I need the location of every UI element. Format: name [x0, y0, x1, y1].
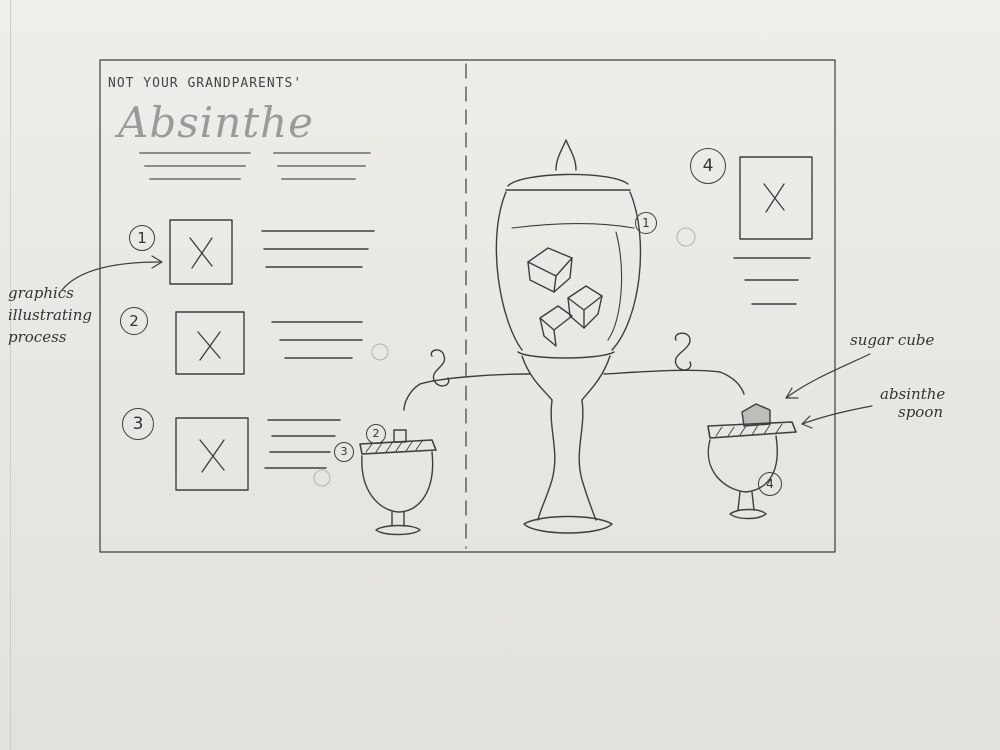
left-glass-step-2: 2: [366, 424, 386, 444]
step-4-text-lines: [733, 257, 811, 305]
right-glass-step-4: 4: [758, 472, 782, 496]
spoon-arrow: [801, 405, 873, 425]
paper-edge: [10, 0, 11, 750]
step-1-number: 1: [129, 225, 155, 251]
left-glass: [359, 429, 437, 536]
left-glass-step-3: 3: [334, 442, 354, 462]
sugar-cube-callout: sugar cube: [850, 331, 935, 349]
spoon-callout-line2: spoon: [898, 403, 944, 421]
spoon-callout-line1: absinthe: [880, 385, 946, 403]
process-note: graphics illustrating process: [8, 284, 92, 346]
step-4-placeholder-box: [739, 156, 813, 240]
step-3-text-lines: [264, 419, 341, 469]
fountain-step-number: 1: [635, 212, 657, 234]
step-2-number: 2: [120, 307, 148, 335]
step-2-placeholder-box: [175, 311, 245, 375]
header-title: Absinthe: [118, 98, 315, 147]
step-4-number: 4: [690, 148, 726, 184]
absinthe-fountain: [403, 139, 745, 534]
sugar-cube-arrow: [785, 353, 871, 399]
header-kicker: NOT YOUR GRANDPARENTS': [108, 76, 303, 91]
right-glass: [707, 403, 797, 520]
step-3-number: 3: [122, 408, 154, 440]
step-2-text-lines: [271, 321, 363, 359]
step-3-placeholder-box: [175, 417, 249, 491]
page-frame: [99, 59, 836, 553]
step-1-placeholder-box: [169, 219, 233, 285]
note-arrow: [61, 261, 161, 291]
step-1-text-lines: [261, 230, 375, 268]
header-text-lines: [139, 152, 371, 180]
